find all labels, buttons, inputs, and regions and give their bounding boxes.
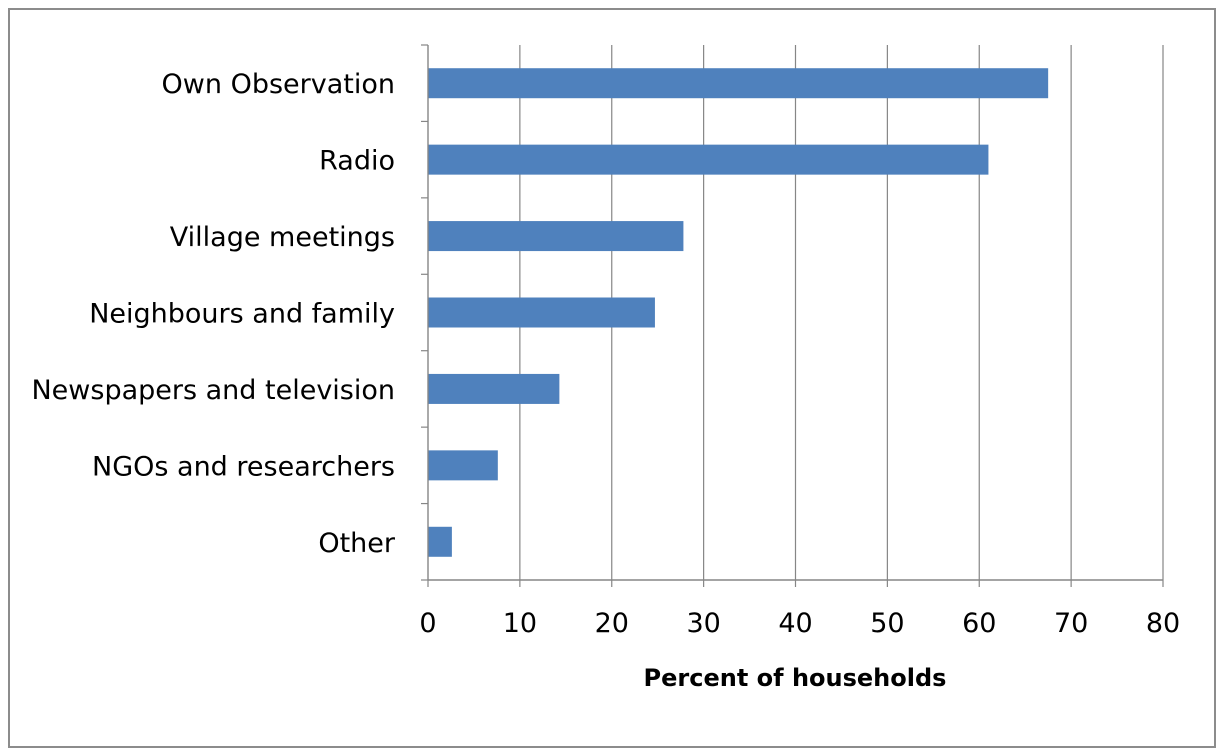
bars bbox=[428, 68, 1049, 557]
category-label: Own Observation bbox=[162, 69, 395, 100]
category-label: Radio bbox=[319, 146, 395, 177]
category-label: Village meetings bbox=[170, 222, 395, 253]
category-label: Neighbours and family bbox=[89, 299, 395, 330]
bar-other bbox=[428, 526, 452, 557]
bar-chart: Own Observation Radio Village meetings Neig… bbox=[31, 44, 1180, 692]
category-label: Newspapers and television bbox=[31, 375, 395, 406]
bar-radio bbox=[428, 144, 989, 175]
x-tick-label: 20 bbox=[595, 608, 629, 639]
bar-newspapers-and-television bbox=[428, 373, 560, 404]
gridlines bbox=[519, 45, 1164, 580]
x-tick-label: 30 bbox=[686, 608, 720, 639]
x-tick-label: 60 bbox=[962, 608, 996, 639]
axes bbox=[421, 44, 1164, 587]
bar-village-meetings bbox=[428, 221, 684, 252]
x-tick-label: 10 bbox=[503, 608, 537, 639]
bar-neighbours-and-family bbox=[428, 297, 655, 328]
bar-own-observation bbox=[428, 68, 1049, 99]
category-labels: Own Observation Radio Village meetings Neig… bbox=[31, 69, 395, 559]
category-label: NGOs and researchers bbox=[92, 451, 395, 482]
x-tick-label: 80 bbox=[1146, 608, 1180, 639]
x-axis-title: Percent of households bbox=[644, 664, 947, 692]
bar-ngos-and-researchers bbox=[428, 450, 498, 481]
x-tick-label: 0 bbox=[419, 608, 436, 639]
x-tick-label: 50 bbox=[870, 608, 904, 639]
x-tick-label: 40 bbox=[778, 608, 812, 639]
category-label: Other bbox=[318, 528, 396, 559]
x-tick-label: 70 bbox=[1054, 608, 1088, 639]
x-tick-labels: 0 10 20 30 40 50 60 70 80 bbox=[419, 608, 1180, 639]
